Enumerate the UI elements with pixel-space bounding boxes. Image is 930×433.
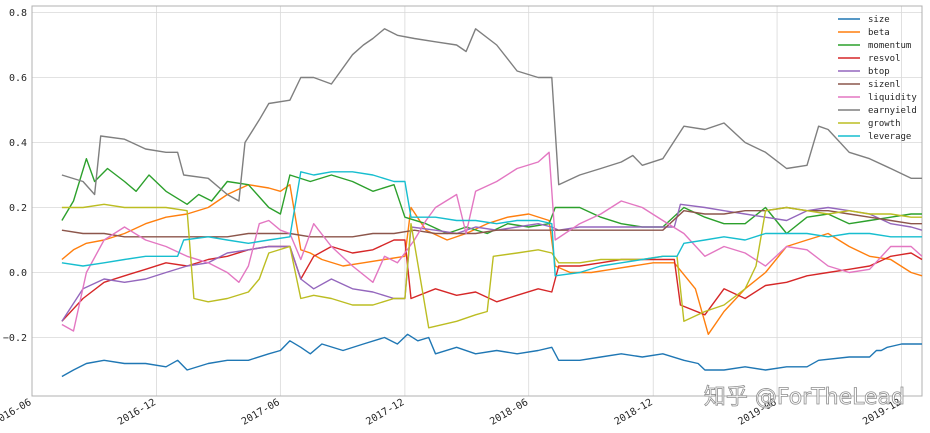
- y-tick-label: 0.0: [9, 268, 27, 279]
- series-lines: [61, 28, 923, 378]
- series-line-earnyield: [61, 28, 922, 202]
- series-line-growth: [61, 203, 922, 329]
- legend-label: growth: [868, 119, 901, 129]
- y-axis-ticks: −0.2 0.0 0.2 0.4 0.6 0.8: [3, 8, 27, 344]
- y-tick-label: 0.6: [9, 73, 27, 84]
- y-tick-label: −0.2: [3, 333, 27, 344]
- y-tick-label: 0.4: [9, 138, 27, 149]
- legend-label: beta: [868, 28, 890, 38]
- series-line-liquidity: [61, 151, 923, 332]
- legend-label: momentum: [868, 41, 911, 51]
- legend: size beta momentum resvol btop sizenl liquidit…: [838, 15, 917, 142]
- grid: [31, 6, 922, 396]
- series-line-leverage: [61, 171, 922, 277]
- y-tick-label: 0.8: [9, 8, 27, 19]
- watermark-text: 知乎 @ForTheLead: [704, 385, 905, 410]
- legend-label: liquidity: [868, 93, 917, 103]
- series-line-size: [61, 333, 922, 378]
- legend-label: size: [868, 15, 890, 25]
- y-tick-label: 0.2: [9, 203, 27, 214]
- legend-label: leverage: [868, 132, 911, 142]
- legend-label: earnyield: [868, 106, 917, 116]
- legend-label: sizenl: [868, 80, 901, 90]
- legend-label: btop: [868, 67, 890, 77]
- plot-frame: [31, 5, 923, 397]
- series-line-resvol: [61, 239, 923, 322]
- legend-label: resvol: [868, 54, 901, 64]
